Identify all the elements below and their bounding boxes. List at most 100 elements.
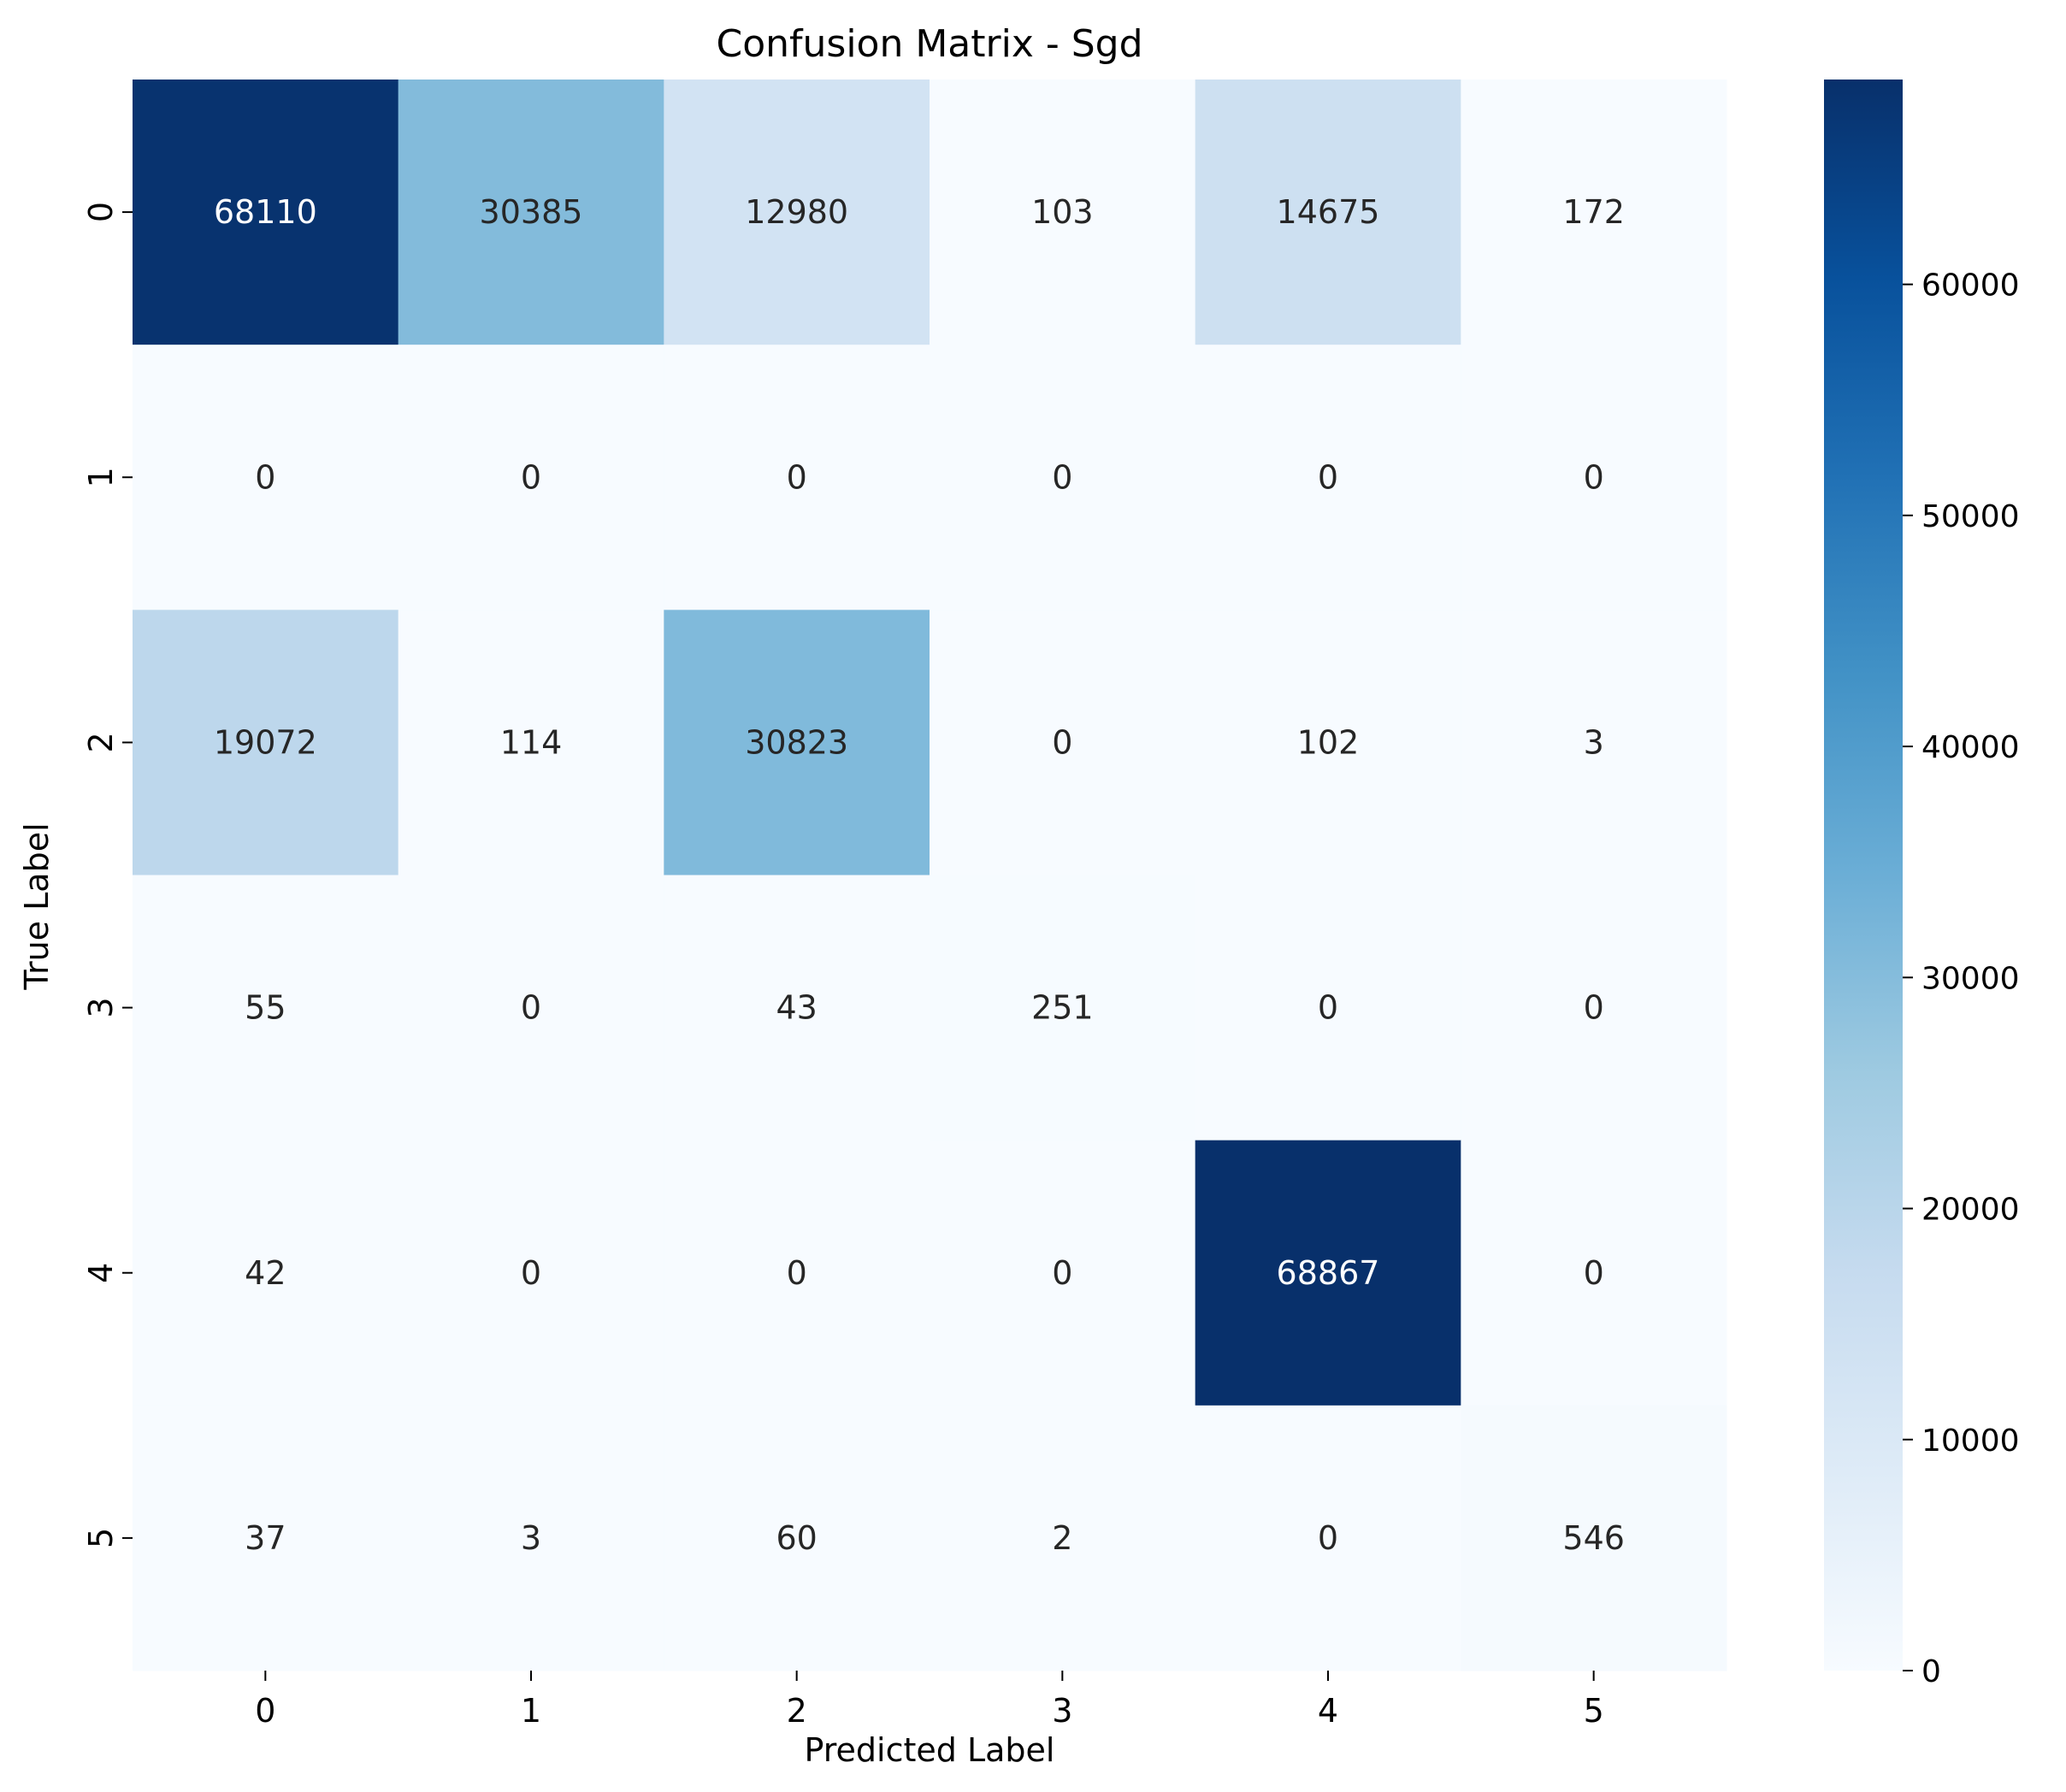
heatmap-cell-r5-c2 <box>664 1405 930 1671</box>
cell-value-label: 68867 <box>1277 1254 1380 1292</box>
heatmap-cell-r3-c3 <box>930 875 1196 1141</box>
heatmap-cell-r2-c0 <box>133 610 399 875</box>
y-axis-label: True Label <box>18 822 56 990</box>
y-axis-ticks: 0 1 2 3 4 5 <box>82 202 133 1548</box>
cell-value-label: 3 <box>1584 723 1604 761</box>
heatmap-cell-r0-c3 <box>930 80 1196 345</box>
x-axis-label: Predicted Label <box>805 1731 1055 1769</box>
chart-title: Confusion Matrix - Sgd <box>716 22 1142 66</box>
cell-value-label: 0 <box>1318 1519 1338 1557</box>
x-tick-label: 3 <box>1052 1692 1072 1730</box>
cell-value-label: 0 <box>521 458 541 496</box>
heatmap-cell-r4-c4 <box>1195 1140 1461 1406</box>
x-tick-label: 1 <box>521 1692 541 1730</box>
heatmap-cell-r4-c1 <box>398 1140 664 1406</box>
cell-value-label: 0 <box>1584 458 1604 496</box>
colorbar-tick-label: 20000 <box>1921 1193 2020 1228</box>
heatmap-cell-r4-c0 <box>133 1140 399 1406</box>
colorbar-ticks: 0 10000 20000 30000 40000 50000 60000 <box>1903 268 2020 1689</box>
cell-value-label: 37 <box>245 1519 286 1557</box>
heatmap-cell-r2-c3 <box>930 610 1196 875</box>
heatmap-cell-r2-c1 <box>398 610 664 875</box>
cell-value-label: 0 <box>255 458 275 496</box>
y-tick-label: 4 <box>82 1263 120 1283</box>
cell-value-label: 0 <box>1052 723 1072 761</box>
y-tick-label: 5 <box>82 1528 120 1548</box>
heatmap-cell-r2-c2 <box>664 610 930 875</box>
heatmap-cell-r3-c0 <box>133 875 399 1141</box>
heatmap-cell-r4-c2 <box>664 1140 930 1406</box>
heatmap-cell-r3-c4 <box>1195 875 1461 1141</box>
heatmap-cell-r1-c0 <box>133 345 399 610</box>
cell-value-label: 0 <box>1052 458 1072 496</box>
cell-value-label: 251 <box>1031 989 1094 1027</box>
heatmap-cell-r5-c0 <box>133 1405 399 1671</box>
x-tick-label: 0 <box>255 1692 275 1730</box>
cell-value-label: 3 <box>521 1519 541 1557</box>
x-tick-label: 5 <box>1584 1692 1604 1730</box>
colorbar-tick-label: 50000 <box>1921 499 2020 534</box>
heatmap-cell-r1-c1 <box>398 345 664 610</box>
cell-value-label: 172 <box>1562 193 1625 231</box>
heatmap-cell-r4-c5 <box>1461 1140 1727 1406</box>
colorbar-tick-label: 60000 <box>1921 268 2020 304</box>
colorbar-tick-label: 40000 <box>1921 730 2020 765</box>
cell-value-label: 55 <box>245 989 286 1027</box>
cell-value-label: 0 <box>1318 989 1338 1027</box>
y-tick-label: 2 <box>82 732 120 752</box>
heatmap-cell-r0-c2 <box>664 80 930 345</box>
heatmap-cell-r3-c5 <box>1461 875 1727 1141</box>
cell-value-label: 30385 <box>480 193 583 231</box>
cell-value-label: 60 <box>776 1519 817 1557</box>
heatmap-cell-r2-c5 <box>1461 610 1727 875</box>
heatmap-cell-r0-c5 <box>1461 80 1727 345</box>
cell-value-label: 19072 <box>214 723 317 761</box>
heatmap-cell-r1-c5 <box>1461 345 1727 610</box>
cell-value-label: 42 <box>245 1254 286 1292</box>
cell-value-label: 0 <box>787 458 807 496</box>
heatmap-cell-r1-c2 <box>664 345 930 610</box>
heatmap-cell-r1-c3 <box>930 345 1196 610</box>
heatmap-cell-r1-c4 <box>1195 345 1461 610</box>
y-tick-label: 0 <box>82 202 120 222</box>
heatmap-cell-r5-c5 <box>1461 1405 1727 1671</box>
colorbar <box>1824 80 1903 1671</box>
cell-value-label: 0 <box>787 1254 807 1292</box>
cell-value-label: 102 <box>1297 723 1360 761</box>
cell-value-label: 2 <box>1052 1519 1072 1557</box>
heatmap-cell-r2-c4 <box>1195 610 1461 875</box>
heatmap-cell-r4-c3 <box>930 1140 1196 1406</box>
heatmap-cell-r0-c0 <box>133 80 399 345</box>
heatmap-cell-r5-c1 <box>398 1405 664 1671</box>
heatmap-cell-r0-c4 <box>1195 80 1461 345</box>
cell-value-label: 0 <box>1584 1254 1604 1292</box>
x-tick-label: 2 <box>787 1692 807 1730</box>
cell-value-label: 114 <box>500 723 563 761</box>
heatmap-cell-labels: 68110 30385 12980 103 14675 172 0 0 0 0 0 0 19072 114… <box>214 193 1625 1557</box>
y-tick-label: 3 <box>82 997 120 1017</box>
heatmap-cell-r3-c2 <box>664 875 930 1141</box>
heatmap-cell-r5-c3 <box>930 1405 1196 1671</box>
cell-value-label: 14675 <box>1277 193 1380 231</box>
colorbar-tick-label: 0 <box>1921 1654 1941 1689</box>
cell-value-label: 0 <box>1584 989 1604 1027</box>
cell-value-label: 546 <box>1562 1519 1625 1557</box>
cell-value-label: 103 <box>1031 193 1094 231</box>
y-tick-label: 1 <box>82 467 120 487</box>
colorbar-tick-label: 30000 <box>1921 961 2020 996</box>
cell-value-label: 30823 <box>745 723 848 761</box>
colorbar-tick-label: 10000 <box>1921 1424 2020 1459</box>
heatmap-cell-r0-c1 <box>398 80 664 345</box>
x-axis-ticks: 0 1 2 3 4 5 <box>255 1671 1604 1730</box>
x-tick-label: 4 <box>1318 1692 1338 1730</box>
cell-value-label: 0 <box>1318 458 1338 496</box>
cell-value-label: 68110 <box>214 193 317 231</box>
cell-value-label: 0 <box>521 1254 541 1292</box>
cell-value-label: 0 <box>521 989 541 1027</box>
heatmap-cell-r5-c4 <box>1195 1405 1461 1671</box>
cell-value-label: 12980 <box>745 193 848 231</box>
heatmap-cell-r3-c1 <box>398 875 664 1141</box>
cell-value-label: 43 <box>776 989 817 1027</box>
cell-value-label: 0 <box>1052 1254 1072 1292</box>
